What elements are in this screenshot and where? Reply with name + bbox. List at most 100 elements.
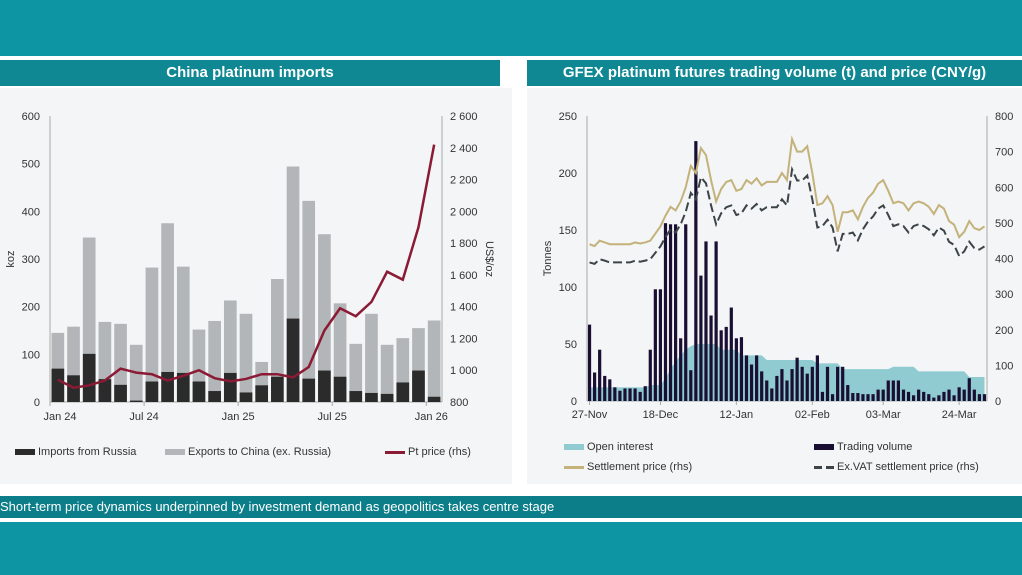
legend-swatch [814, 444, 834, 450]
y2-tick-label: 300 [995, 289, 1013, 301]
y-tick-label: 500 [22, 159, 40, 171]
bar-trading-volume [765, 380, 769, 401]
bar-trading-volume [699, 275, 703, 401]
bar-imports-russia [427, 396, 441, 402]
bar-imports-russia [412, 370, 425, 402]
bar-trading-volume [800, 366, 804, 401]
y2-tick-label: 1 800 [450, 238, 478, 250]
y-tick-label: 200 [22, 302, 40, 314]
bar-trading-volume [613, 387, 617, 401]
bar-trading-volume [749, 364, 754, 401]
bar-trading-volume [805, 373, 809, 401]
bar-trading-volume [668, 224, 673, 401]
imports-chart: 0 100 200 300 400 500 600 800 1 000 1 200 1 400 1 6… [5, 111, 495, 423]
bar-trading-volume [957, 387, 961, 401]
legend-label: Exports to China (ex. Russia) [188, 446, 332, 458]
y-tick-label: 50 [565, 339, 577, 351]
bar-trading-volume [689, 370, 693, 401]
bar-imports-russia [161, 371, 174, 402]
bar-trading-volume [653, 289, 657, 401]
x-tick-label: 02-Feb [795, 409, 830, 421]
bar-trading-volume [851, 393, 855, 401]
y-tick-label: 100 [22, 349, 40, 361]
y2-tick-label: 1 400 [450, 302, 478, 314]
bar-trading-volume [628, 388, 632, 401]
legend-exports-china: Exports to China (ex. Russia) [165, 446, 331, 458]
y2-tick-label: 2 600 [450, 111, 478, 123]
y2-tick-label: 600 [995, 182, 1013, 194]
bar-trading-volume [911, 395, 916, 401]
bar-trading-volume [922, 391, 926, 401]
bar-trading-volume [830, 394, 835, 401]
bar-imports-russia [98, 379, 112, 402]
bar-imports-russia [365, 392, 378, 402]
legend-label: Open interest [587, 441, 654, 453]
right-chart-title: GFEX platinum futures trading volume (t)… [527, 60, 1022, 86]
legend-exvat-price: Ex.VAT settlement price (rhs) [814, 461, 979, 473]
bar-trading-volume [674, 224, 678, 401]
legend-pt-price: Pt price (rhs) [385, 446, 471, 458]
gfex-chart: 0 50 100 150 200 250 0 100 200 300 400 500 600 700 800… [542, 111, 1013, 421]
line-exvat-settlement-price [589, 165, 986, 265]
bar-imports-russia [208, 391, 221, 402]
bar-trading-volume [780, 369, 784, 401]
bar-exports-china [365, 313, 378, 402]
y2-axis-label: US$/oz [483, 241, 495, 277]
bar-trading-volume [603, 375, 607, 401]
x-tick-label: 18-Dec [643, 409, 679, 421]
bar-trading-volume [694, 141, 698, 401]
y-tick-label: 200 [559, 168, 577, 180]
bar-trading-volume [739, 337, 744, 401]
bar-trading-volume [841, 366, 845, 401]
bar-imports-russia [286, 318, 300, 402]
x-tick-label: 27-Nov [572, 409, 608, 421]
bar-trading-volume [775, 375, 779, 401]
right-chart-panel: 0 50 100 150 200 250 0 100 200 300 400 500 600 700 800… [527, 88, 1022, 484]
x-tick-label: Jan 25 [222, 411, 255, 423]
legend-label: Trading volume [837, 441, 913, 453]
bar-trading-volume [937, 395, 941, 401]
bar-trading-volume [815, 355, 819, 401]
y-axis-label: Tonnes [542, 240, 554, 276]
x-tick-label: 03-Mar [866, 409, 901, 421]
bar-exports-china [271, 279, 284, 402]
y2-tick-label: 2 000 [450, 206, 478, 218]
bar-exports-china [427, 320, 441, 402]
legend-settlement-price: Settlement price (rhs) [564, 461, 692, 473]
left-chart-title: China platinum imports [0, 60, 500, 86]
y2-tick-label: 0 [995, 396, 1001, 408]
x-tick-label: Jan 26 [415, 411, 448, 423]
bar-trading-volume [623, 388, 627, 401]
bar-trading-volume [977, 394, 982, 401]
bar-trading-volume [714, 241, 718, 401]
y-tick-label: 0 [34, 397, 40, 409]
legend-swatch [814, 465, 834, 469]
bar-trading-volume [638, 391, 642, 401]
bar-trading-volume [643, 386, 647, 401]
legend-swatch [564, 465, 584, 469]
legend-label: Imports from Russia [38, 446, 137, 458]
bar-trading-volume [598, 349, 602, 401]
y2-tick-label: 500 [995, 218, 1013, 230]
left-chart-panel: 0 100 200 300 400 500 600 800 1 000 1 200 1 400 1 6… [0, 88, 512, 484]
bar-trading-volume [724, 326, 728, 401]
bar-imports-russia [223, 372, 237, 402]
bar-trading-volume [790, 369, 794, 401]
legend-label: Ex.VAT settlement price (rhs) [837, 461, 979, 473]
bar-trading-volume [962, 389, 966, 401]
bar-trading-volume [891, 380, 895, 401]
bar-exports-china [380, 344, 394, 402]
bar-trading-volume [663, 223, 668, 401]
line-pt-price [57, 144, 436, 389]
bar-trading-volume [820, 391, 825, 401]
bar-trading-volume [947, 389, 951, 401]
bar-imports-russia [302, 378, 316, 402]
y-tick-label: 400 [22, 206, 40, 218]
bar-trading-volume [592, 372, 597, 401]
bar-exports-china [114, 323, 127, 402]
y-tick-label: 150 [559, 225, 577, 237]
bar-trading-volume [684, 224, 688, 401]
bar-trading-volume [785, 380, 789, 401]
legend-swatch [564, 444, 584, 450]
y2-tick-label: 700 [995, 147, 1013, 159]
